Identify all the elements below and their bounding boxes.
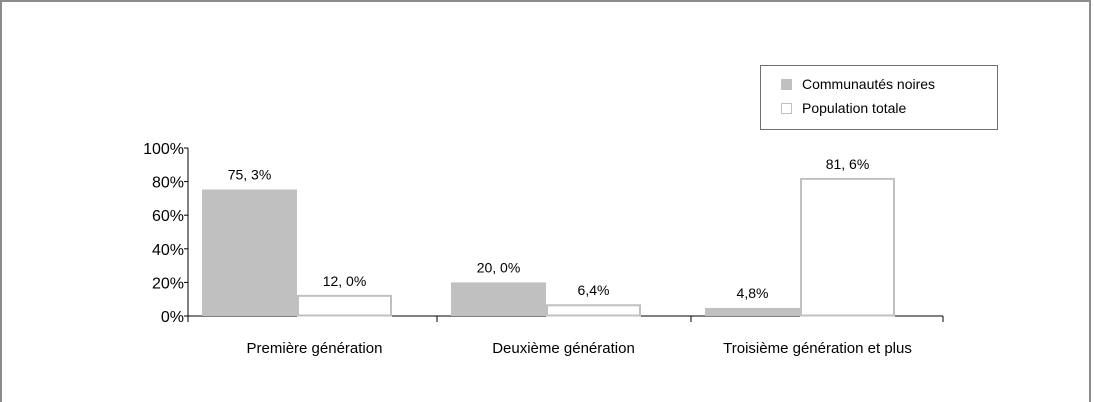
bar-communautes-noires-deuxieme-generation bbox=[451, 282, 546, 316]
data-label-population-totale-premiere-generation: 12, 0% bbox=[323, 273, 367, 289]
y-tick-label: 40% bbox=[152, 242, 184, 259]
legend-swatch-communautes-noires bbox=[781, 78, 792, 90]
legend-item-communautes-noires: Communautés noires bbox=[781, 74, 935, 94]
y-tick-label: 20% bbox=[152, 275, 184, 292]
x-tick-label: Deuxième génération bbox=[492, 340, 635, 357]
legend-label-communautes-noires: Communautés noires bbox=[802, 76, 936, 92]
bar-communautes-noires-troisieme-generation-et-plus bbox=[705, 307, 800, 316]
x-tick-label: Première génération bbox=[247, 340, 383, 357]
bar-communautes-noires-premiere-generation bbox=[202, 189, 297, 316]
y-tick-label: 100% bbox=[143, 141, 184, 158]
data-label-communautes-noires-troisieme-generation-et-plus: 4,8% bbox=[737, 285, 769, 301]
bar-population-totale-deuxieme-generation bbox=[546, 304, 641, 317]
chart-legend: Communautés noires Population totale bbox=[760, 65, 998, 130]
x-tick-label: Troisième génération et plus bbox=[723, 340, 912, 357]
y-tick-label: 80% bbox=[152, 175, 184, 192]
bar-population-totale-premiere-generation bbox=[297, 294, 392, 317]
legend-label-population-totale: Population totale bbox=[802, 100, 907, 116]
bar-population-totale-troisieme-generation-et-plus bbox=[800, 177, 895, 317]
data-label-population-totale-troisieme-generation-et-plus: 81, 6% bbox=[826, 156, 870, 172]
data-label-population-totale-deuxieme-generation: 6,4% bbox=[578, 282, 610, 298]
y-tick-label: 60% bbox=[152, 208, 184, 225]
data-label-communautes-noires-premiere-generation: 75, 3% bbox=[228, 166, 272, 182]
legend-swatch-population-totale bbox=[781, 102, 792, 114]
data-label-communautes-noires-deuxieme-generation: 20, 0% bbox=[477, 259, 521, 275]
legend-item-population-totale: Population totale bbox=[781, 98, 906, 118]
y-tick-label: 0% bbox=[161, 309, 184, 326]
